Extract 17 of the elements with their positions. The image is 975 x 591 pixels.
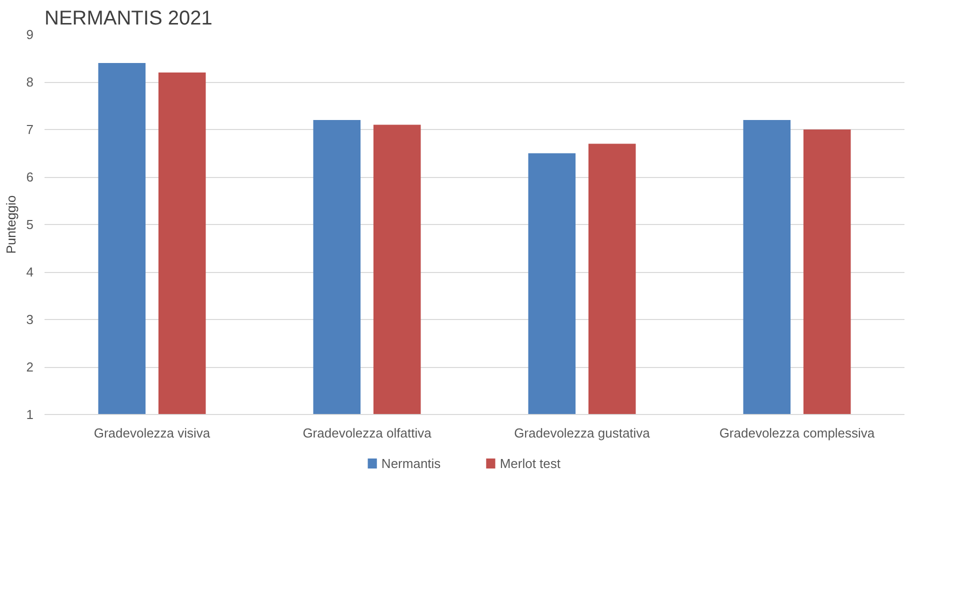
y-tick-label: 4 (26, 264, 34, 280)
legend-label: Nermantis (381, 456, 442, 471)
y-tick-label: 7 (26, 122, 34, 137)
y-tick-label: 6 (26, 170, 34, 184)
x-tick-label: Gradevolezza complessiva (719, 426, 876, 440)
y-tick-label: 9 (26, 27, 34, 42)
legend-label: Merlot test (500, 456, 561, 471)
y-tick-label: 1 (26, 407, 34, 422)
x-tick-label: Gradevolezza olfattiva (302, 426, 432, 440)
y-tick-label: 8 (26, 74, 34, 90)
y-tick-label: 2 (26, 360, 34, 374)
x-tick-label: Gradevolezza gustativa (514, 426, 651, 440)
y-tick-label: 3 (26, 312, 34, 327)
y-tick-label: 5 (26, 217, 34, 232)
y-axis-title: Punteggio (3, 195, 18, 254)
x-tick-label: Gradevolezza visiva (94, 426, 211, 440)
chart-title: NERMANTIS 2021 (44, 8, 212, 30)
